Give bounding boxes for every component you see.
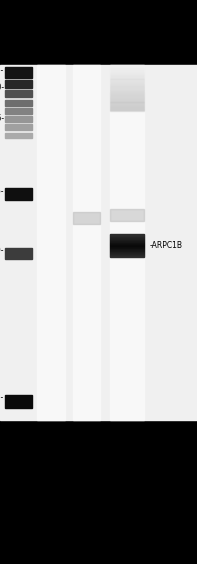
- Text: 230-: 230-: [0, 66, 4, 75]
- Bar: [5, 248, 32, 259]
- Text: 116-: 116-: [0, 114, 4, 123]
- Bar: [110, 63, 144, 64]
- Bar: [5, 395, 32, 408]
- Bar: [110, 252, 144, 253]
- Bar: [5, 80, 32, 88]
- Bar: [110, 91, 144, 92]
- Bar: [5, 90, 32, 97]
- Bar: [73, 212, 100, 224]
- Bar: [110, 93, 144, 94]
- Bar: [110, 89, 144, 90]
- Bar: [110, 254, 144, 255]
- Bar: [5, 67, 32, 78]
- Bar: [110, 83, 144, 84]
- Text: 40-: 40-: [0, 246, 4, 255]
- Text: -ARPC1B: -ARPC1B: [150, 241, 183, 250]
- Bar: [110, 74, 144, 76]
- Bar: [73, 65, 100, 420]
- Bar: [110, 92, 144, 93]
- Bar: [110, 76, 144, 77]
- Bar: [110, 234, 144, 235]
- Bar: [110, 90, 144, 91]
- Bar: [110, 82, 144, 83]
- Bar: [5, 124, 32, 130]
- Bar: [110, 249, 144, 250]
- Bar: [5, 100, 32, 106]
- Bar: [110, 66, 144, 67]
- Bar: [110, 241, 144, 243]
- Bar: [110, 103, 144, 104]
- Bar: [110, 85, 144, 86]
- Bar: [5, 188, 32, 200]
- Bar: [110, 65, 144, 66]
- Bar: [110, 106, 144, 107]
- Bar: [110, 247, 144, 248]
- Bar: [110, 102, 144, 103]
- Bar: [0, 65, 197, 420]
- Bar: [110, 86, 144, 87]
- Bar: [110, 84, 144, 85]
- Bar: [110, 96, 144, 98]
- Bar: [110, 109, 144, 110]
- Bar: [110, 95, 144, 96]
- Bar: [110, 98, 144, 99]
- Bar: [110, 67, 144, 68]
- Bar: [5, 108, 32, 114]
- Text: 180-: 180-: [0, 83, 4, 92]
- Bar: [5, 133, 32, 138]
- Bar: [110, 107, 144, 108]
- Bar: [110, 87, 144, 88]
- Bar: [110, 88, 144, 89]
- Bar: [110, 244, 144, 245]
- Bar: [110, 71, 144, 72]
- Bar: [110, 248, 144, 249]
- Bar: [110, 245, 144, 246]
- Bar: [110, 250, 144, 252]
- Bar: [110, 110, 144, 111]
- Bar: [110, 80, 144, 81]
- Text: 66-: 66-: [0, 187, 4, 196]
- Bar: [110, 256, 144, 257]
- Bar: [110, 68, 144, 69]
- Bar: [5, 116, 32, 122]
- Bar: [110, 253, 144, 254]
- Bar: [110, 100, 144, 102]
- Bar: [110, 70, 144, 71]
- Bar: [110, 94, 144, 95]
- Bar: [110, 243, 144, 244]
- Bar: [110, 235, 144, 236]
- Bar: [110, 64, 144, 65]
- Bar: [37, 65, 65, 420]
- Bar: [110, 81, 144, 82]
- Bar: [110, 72, 144, 73]
- Bar: [110, 209, 144, 221]
- Bar: [110, 237, 144, 238]
- Bar: [110, 236, 144, 237]
- Bar: [110, 65, 144, 420]
- Bar: [110, 69, 144, 70]
- Bar: [110, 105, 144, 107]
- Bar: [110, 104, 144, 105]
- Bar: [110, 238, 144, 239]
- Bar: [110, 255, 144, 256]
- Bar: [110, 239, 144, 240]
- Text: 12-: 12-: [0, 393, 4, 402]
- Bar: [110, 99, 144, 100]
- Bar: [110, 96, 144, 97]
- Bar: [110, 246, 144, 247]
- Bar: [110, 78, 144, 80]
- Bar: [110, 240, 144, 241]
- Bar: [110, 73, 144, 74]
- Bar: [110, 108, 144, 109]
